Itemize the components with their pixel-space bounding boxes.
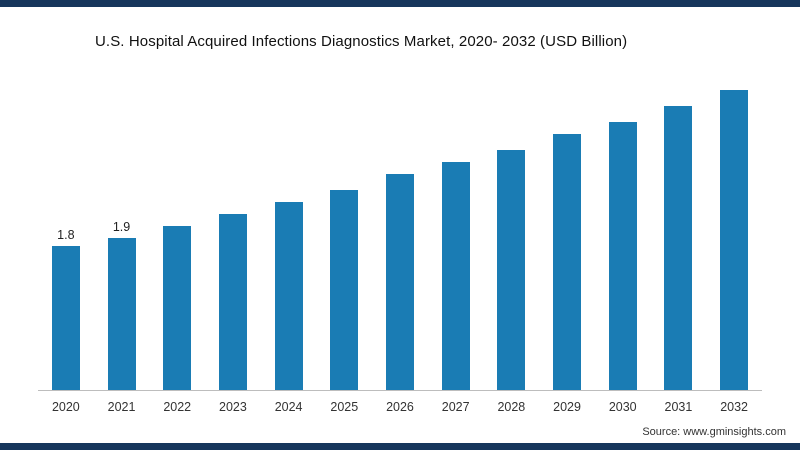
x-tick-2030: 2030: [608, 400, 637, 414]
bar-2031: [664, 106, 693, 390]
bar-2022: [163, 226, 192, 390]
x-axis: 2020 2021 2022 2023 2024 2025 2026 2027 2028 2029…: [38, 391, 762, 414]
bar-chart: 1.8 1.9 2020 2021 2022 2023 2024 2025 2026 2027 2…: [38, 68, 762, 414]
bar-column-2022: [149, 68, 205, 390]
x-tick-2031: 2031: [664, 400, 693, 414]
bar-2029: [553, 134, 582, 390]
bar-column-2025: [316, 68, 372, 390]
bars: 1.8 1.9: [38, 68, 762, 391]
chart-title: U.S. Hospital Acquired Infections Diagno…: [95, 33, 628, 50]
x-tick-2022: 2022: [163, 400, 192, 414]
bar-2020: [51, 246, 80, 390]
bar-column-2028: [484, 68, 540, 390]
bar-value-label: 1.8: [57, 228, 75, 242]
bar-column-2027: [428, 68, 484, 390]
bottom-border-bar: [0, 443, 800, 450]
bar-2021: [107, 238, 136, 390]
x-tick-2020: 2020: [51, 400, 80, 414]
bar-2032: [720, 90, 749, 390]
bar-column-2023: [205, 68, 261, 390]
x-tick-2024: 2024: [274, 400, 303, 414]
bar-column-2031: [651, 68, 707, 390]
top-border-bar: [0, 0, 800, 7]
x-tick-2025: 2025: [330, 400, 359, 414]
x-tick-2023: 2023: [219, 400, 247, 414]
bar-2028: [497, 150, 526, 390]
bar-column-2026: [372, 68, 428, 390]
x-tick-2028: 2028: [497, 400, 526, 414]
bar-value-label: 1.9: [112, 220, 131, 234]
bar-column-2029: [539, 68, 595, 390]
bar-2025: [330, 190, 359, 390]
x-tick-2026: 2026: [386, 400, 414, 414]
source-text: Source: www.gminsights.com: [642, 426, 786, 438]
bar-column-2032: [706, 68, 762, 390]
bar-2027: [441, 162, 470, 390]
bar-column-2021: 1.9: [94, 68, 150, 390]
bar-column-2030: [595, 68, 651, 390]
x-tick-2027: 2027: [441, 400, 470, 414]
bar-2030: [608, 122, 637, 390]
bar-2024: [274, 202, 303, 390]
x-tick-2032: 2032: [720, 400, 748, 414]
bar-column-2024: [261, 68, 317, 390]
x-tick-2029: 2029: [553, 400, 581, 414]
bar-2023: [218, 214, 247, 390]
bar-column-2020: 1.8: [38, 68, 94, 390]
x-tick-2021: 2021: [107, 400, 136, 414]
bar-2026: [385, 174, 414, 390]
